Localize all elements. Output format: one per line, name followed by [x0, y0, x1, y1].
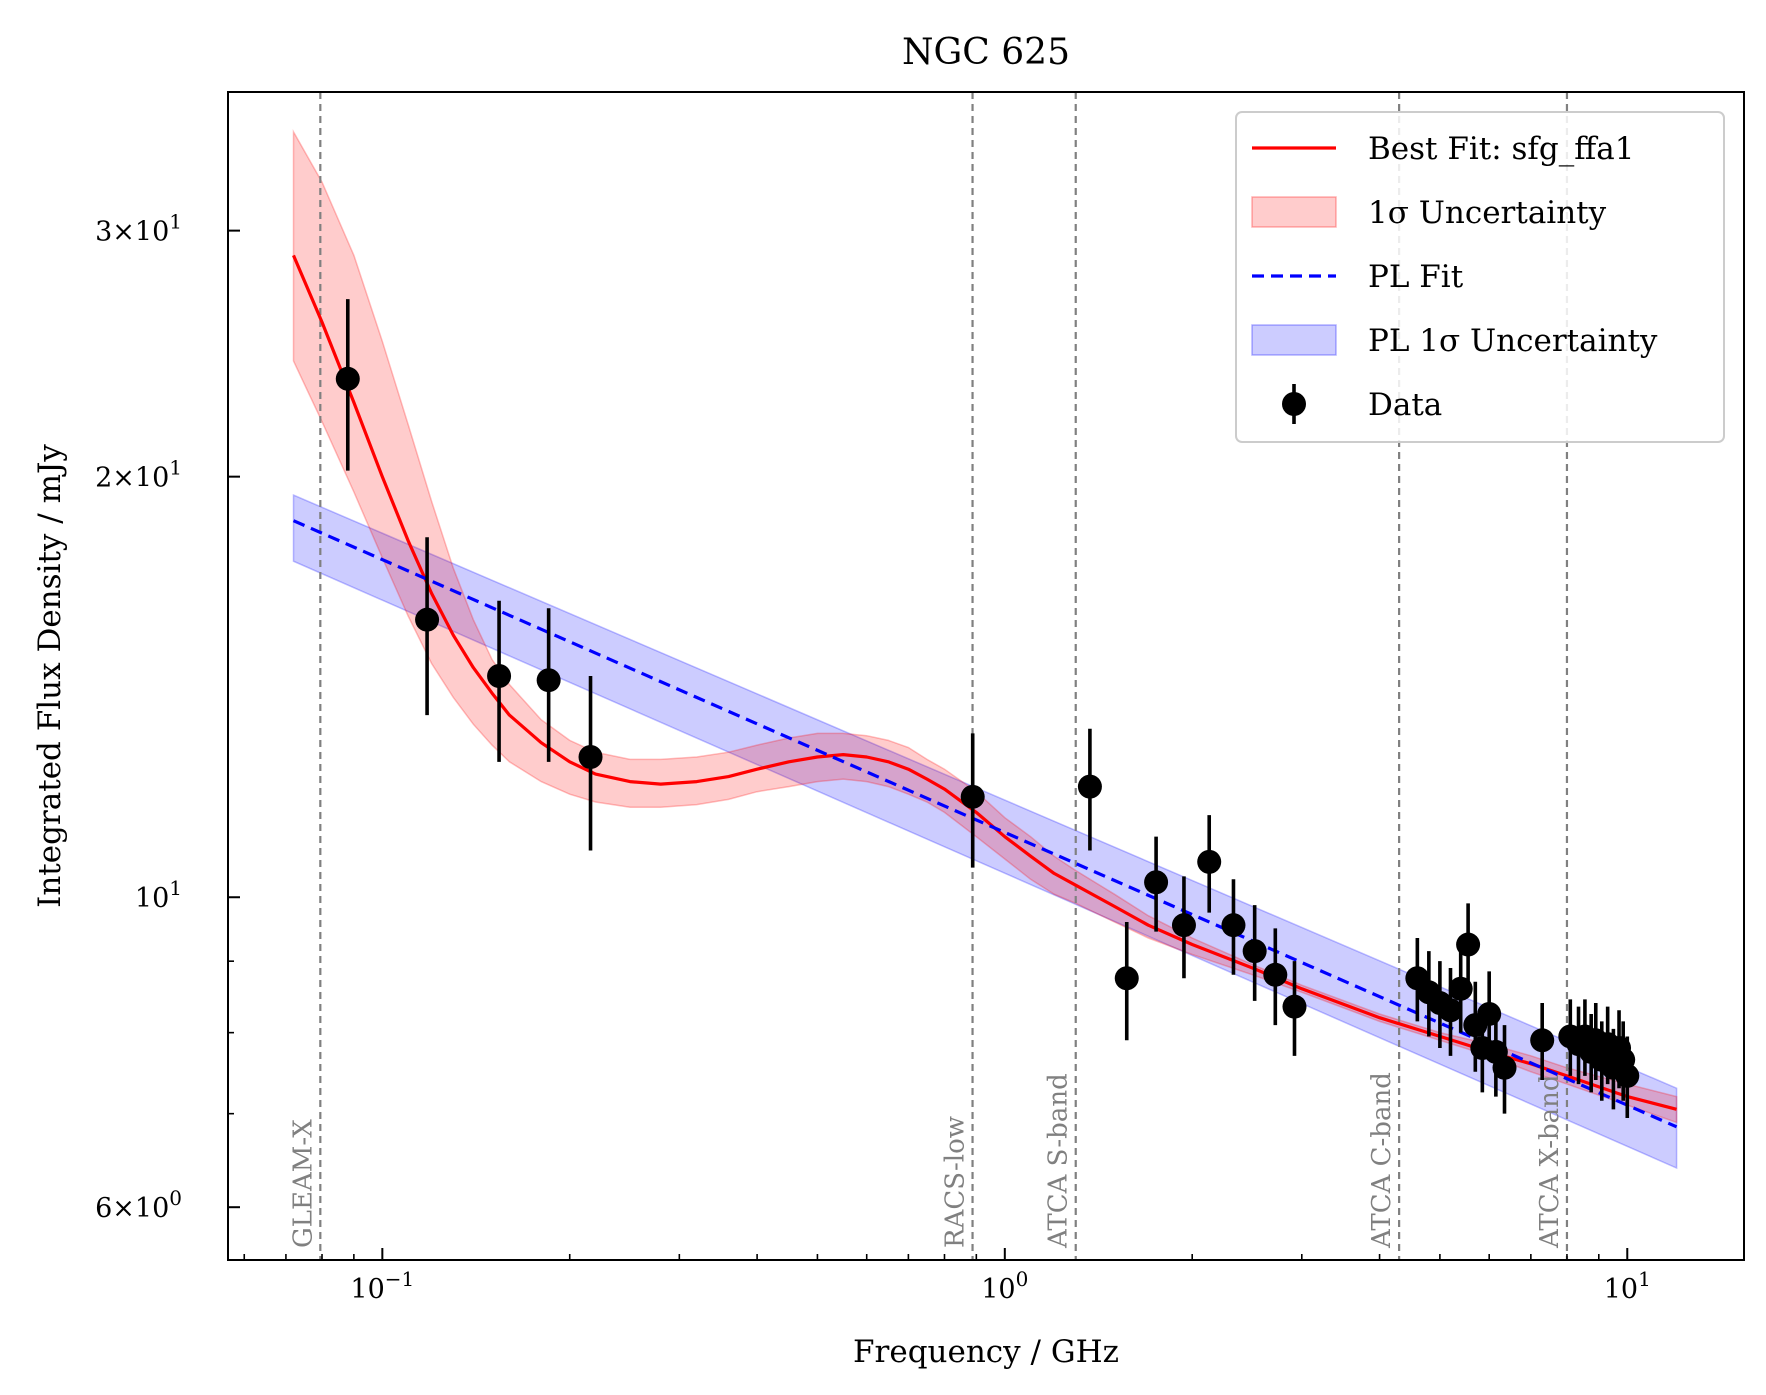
data-marker: [1114, 966, 1139, 991]
plot-area-frame: [227, 91, 1745, 1261]
data-point: [1171, 876, 1196, 979]
data-marker: [536, 668, 561, 693]
legend: Best Fit: sfg_ffa1 1σ Uncertainty PL Fit PL…: [1235, 111, 1725, 443]
x-tick-label: 101: [1604, 1267, 1651, 1305]
pl-fit-line: [292, 519, 1678, 1129]
fit-lines: [292, 254, 1678, 1129]
data-marker: [1171, 913, 1196, 938]
data-point: [1077, 728, 1102, 851]
band-line-label: ATCA X-band: [1535, 1074, 1565, 1249]
best-fit-line: [292, 254, 1677, 1111]
data-point: [960, 733, 985, 868]
data-marker: [1615, 1063, 1640, 1088]
data-marker: [1263, 962, 1288, 987]
data-marker: [1282, 994, 1307, 1019]
data-point: [1615, 1036, 1640, 1119]
best-fit-uncertainty-band: [292, 129, 1678, 1124]
data-marker: [1242, 939, 1267, 964]
y-tick-label: 2×101: [95, 456, 182, 494]
y-tick-label: 101: [135, 876, 182, 914]
data-point: [1221, 879, 1246, 975]
x-tick-label: 10−1: [350, 1267, 414, 1305]
band-line-label: GLEAM-X: [288, 1119, 318, 1248]
legend-label: 1σ Uncertainty: [1368, 195, 1607, 231]
data-point: [536, 608, 561, 762]
data-marker: [1438, 998, 1463, 1023]
data-point: [1263, 928, 1288, 1026]
data-marker: [1144, 870, 1169, 895]
band-line-label: ATCA C-band: [1367, 1072, 1397, 1249]
data-marker: [578, 745, 603, 770]
y-tick-label: 6×100: [95, 1186, 182, 1224]
data-point: [415, 537, 440, 716]
legend-swatch: [1251, 324, 1337, 356]
data-point: [1197, 815, 1222, 913]
legend-entry-pl-fit: PL Fit: [1252, 259, 1464, 295]
data-marker: [1530, 1028, 1555, 1053]
x-tick-label: 100: [981, 1267, 1028, 1305]
axis-ticks: 10−1 100 101 6×100 101 2×101 3×101: [95, 210, 1651, 1305]
data-point: [1242, 905, 1267, 1001]
legend-entry-data: Data: [1282, 384, 1442, 424]
data-marker: [1197, 849, 1222, 874]
data-points: [335, 299, 1640, 1119]
legend-entry-best-band: 1σ Uncertainty: [1251, 195, 1607, 231]
legend-swatch: [1251, 196, 1337, 228]
y-tick-label: 3×101: [95, 210, 182, 248]
legend-entry-best-fit: Best Fit: sfg_ffa1: [1252, 131, 1634, 167]
legend-box: [1235, 111, 1725, 443]
data-point: [1114, 922, 1139, 1041]
y-axis-label: Integrated Flux Density / mJy: [32, 444, 68, 908]
instrument-band-lines: GLEAM-X RACS-low ATCA S-band ATCA C-band ATC…: [288, 92, 1569, 1260]
chart-title: NGC 625: [902, 32, 1070, 73]
data-marker: [1492, 1055, 1517, 1080]
data-point: [487, 600, 512, 762]
legend-entry-pl-band: PL 1σ Uncertainty: [1251, 323, 1658, 359]
data-marker: [415, 607, 440, 632]
data-marker: [1221, 913, 1246, 938]
data-marker: [487, 663, 512, 688]
x-axis-label: Frequency / GHz: [853, 1334, 1119, 1370]
band-line-label: ATCA S-band: [1044, 1073, 1074, 1249]
data-point: [335, 299, 360, 471]
data-point: [1492, 1025, 1517, 1114]
data-marker: [1077, 774, 1102, 799]
legend-label: PL Fit: [1368, 259, 1464, 295]
data-marker: [960, 784, 985, 809]
legend-swatch: [1282, 392, 1306, 416]
legend-label: Best Fit: sfg_ffa1: [1368, 131, 1634, 167]
data-point: [1144, 836, 1169, 932]
data-point: [1456, 903, 1481, 989]
data-marker: [335, 366, 360, 391]
data-marker: [1456, 932, 1481, 957]
legend-label: PL 1σ Uncertainty: [1368, 323, 1658, 359]
data-point: [1282, 961, 1307, 1056]
data-point: [1530, 1003, 1555, 1080]
data-point: [578, 675, 603, 851]
band-line-label: RACS-low: [941, 1116, 971, 1248]
legend-label: Data: [1368, 387, 1442, 423]
